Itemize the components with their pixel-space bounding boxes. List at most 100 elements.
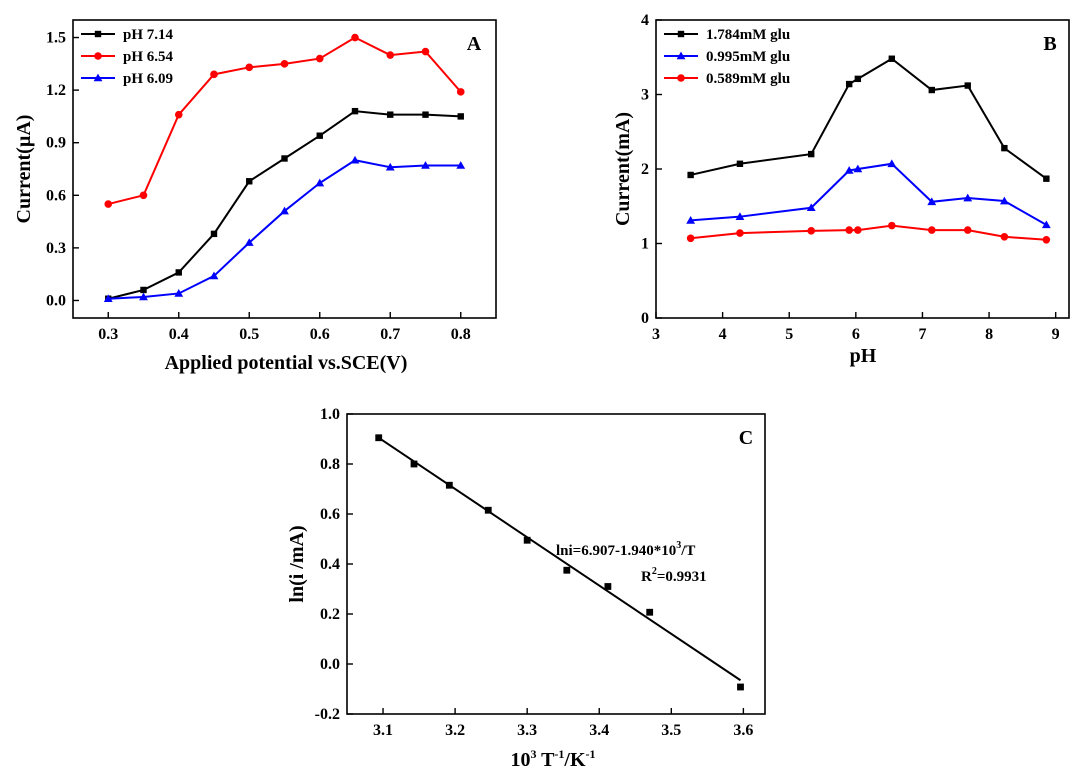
series-3-point bbox=[244, 238, 254, 246]
series-1-point bbox=[888, 55, 896, 62]
panel-c-r2: R2=0.9931 bbox=[641, 566, 707, 585]
scatter-point bbox=[375, 434, 383, 442]
panel-b-label: B bbox=[1043, 33, 1056, 55]
legend-marker-1 bbox=[94, 30, 102, 38]
scatter-point bbox=[523, 536, 531, 544]
series-1-point bbox=[928, 86, 935, 94]
panel-b-xlabel: pH bbox=[850, 345, 877, 367]
x-tick-label: 5 bbox=[785, 326, 793, 343]
series-2-point bbox=[927, 197, 937, 206]
series-2-point bbox=[174, 110, 183, 119]
y-tick-label: 0 bbox=[641, 310, 649, 327]
y-tick-label: 3 bbox=[641, 87, 649, 104]
series-3-point bbox=[854, 226, 862, 234]
legend-label-1: pH 7.14 bbox=[123, 27, 174, 43]
x-tick-label: 0.6 bbox=[310, 326, 330, 343]
series-2-point bbox=[686, 216, 696, 224]
series-line-3 bbox=[690, 224, 1047, 241]
series-3-point bbox=[280, 206, 289, 215]
x-tick-label: 3.5 bbox=[661, 722, 681, 739]
y-tick-label: -0.2 bbox=[315, 706, 340, 723]
r2-end: =0.9931 bbox=[657, 569, 707, 585]
panel-b-ylabel: Current(mA) bbox=[612, 112, 634, 226]
x-tick-label: 0.7 bbox=[380, 326, 400, 343]
c-xlabel-main: 10 bbox=[510, 749, 530, 771]
series-3-point bbox=[1042, 235, 1051, 244]
panel-b: 3 4 5 6 7 8 9 0 1 2 3 4 1.784mM glu 0.995mM glu 0.589m… bbox=[612, 12, 1070, 367]
x-tick-label: 3 bbox=[652, 326, 660, 343]
series-2-point bbox=[963, 193, 973, 202]
x-tick-label: 0.4 bbox=[169, 326, 189, 343]
c-xlabel-sup3: -1 bbox=[586, 747, 596, 761]
y-tick-label: 0.6 bbox=[46, 187, 66, 204]
panel-c-xlabel: 103 T-1/K-1 bbox=[510, 747, 595, 771]
scatter-point bbox=[646, 608, 654, 616]
series-1-point bbox=[457, 113, 464, 120]
x-tick-label: 9 bbox=[1052, 326, 1060, 343]
series-1-point bbox=[845, 80, 853, 88]
x-tick-label: 3.2 bbox=[445, 722, 465, 739]
series-1-point bbox=[964, 82, 971, 89]
series-3-point bbox=[1000, 232, 1009, 241]
panel-b-marks: 3 4 5 6 7 8 9 0 1 2 3 4 1.784mM glu 0.995mM glu 0.589m… bbox=[641, 12, 1060, 343]
legend-label-2: pH 6.54 bbox=[123, 49, 174, 65]
panel-a-frame bbox=[72, 19, 497, 319]
series-3-point bbox=[456, 161, 466, 169]
series-2-point bbox=[245, 63, 254, 72]
panel-c-marks: 3.1 3.2 3.3 3.4 3.5 3.6 -0.2 0.0 0.2 0.4 0.6 0.8 1.0 bbox=[315, 406, 754, 739]
panel-c: 3.1 3.2 3.3 3.4 3.5 3.6 -0.2 0.0 0.2 0.4 0.6 0.8 1.0… bbox=[286, 406, 766, 771]
panel-c-label: C bbox=[739, 427, 753, 449]
series-3-point bbox=[807, 227, 816, 235]
y-tick-label: 1 bbox=[641, 236, 649, 253]
legend-marker-3 bbox=[677, 74, 685, 82]
fit-line bbox=[378, 436, 742, 682]
r2-main: R bbox=[641, 569, 652, 585]
panel-a: 0.3 0.4 0.5 0.6 0.7 0.8 0.0 0.3 0.6 0.9 1.2 1.5 pH 7… bbox=[13, 19, 497, 374]
series-3-point bbox=[209, 271, 219, 280]
legend-marker-3 bbox=[93, 73, 103, 82]
series-1-point bbox=[1043, 175, 1050, 182]
series-2-point bbox=[104, 200, 113, 208]
series-3-point bbox=[350, 155, 360, 164]
series-2-point bbox=[999, 196, 1009, 205]
series-2-point bbox=[351, 33, 359, 42]
series-3-point bbox=[927, 226, 936, 234]
series-3-point bbox=[888, 221, 896, 230]
panel-a-marks: 0.3 0.4 0.5 0.6 0.7 0.8 0.0 0.3 0.6 0.9 1.2 1.5 pH 7… bbox=[46, 27, 471, 343]
scatter-point bbox=[484, 506, 492, 514]
series-3-point bbox=[385, 162, 395, 171]
panel-c-ylabel: ln(i /mA) bbox=[286, 525, 308, 602]
series-1-point bbox=[140, 286, 147, 294]
series-1-point bbox=[736, 160, 744, 167]
series-line-3 bbox=[108, 159, 461, 300]
panel-a-label: A bbox=[467, 33, 482, 55]
x-tick-label: 7 bbox=[918, 326, 926, 343]
series-3-point bbox=[174, 289, 184, 297]
series-line-1 bbox=[108, 110, 461, 300]
r2-sup: 2 bbox=[652, 566, 657, 577]
scatter-point bbox=[410, 460, 418, 468]
x-tick-label: 6 bbox=[852, 326, 860, 343]
series-2-point bbox=[806, 203, 816, 212]
legend-marker-2 bbox=[676, 51, 686, 60]
y-tick-label: 4 bbox=[641, 12, 649, 29]
legend-label-2: 0.995mM glu bbox=[706, 49, 790, 65]
series-3-point bbox=[315, 178, 325, 187]
y-tick-label: 1.5 bbox=[46, 30, 66, 47]
series-1-point bbox=[422, 111, 429, 118]
x-tick-label: 3.6 bbox=[733, 722, 753, 739]
scatter-point bbox=[445, 481, 453, 489]
series-1-point bbox=[687, 171, 694, 179]
x-tick-label: 0.3 bbox=[98, 326, 118, 343]
x-tick-label: 8 bbox=[985, 326, 993, 343]
equation-sup: 3 bbox=[676, 540, 681, 551]
x-tick-label: 0.5 bbox=[239, 326, 259, 343]
series-3-point bbox=[736, 229, 744, 237]
series-2-point bbox=[456, 88, 465, 96]
y-tick-label: 0.9 bbox=[46, 135, 66, 152]
series-2-point bbox=[386, 51, 395, 59]
c-xlabel-end: /K bbox=[563, 749, 586, 771]
legend-label-3: pH 6.09 bbox=[123, 71, 173, 87]
y-tick-label: 0.2 bbox=[320, 606, 340, 623]
